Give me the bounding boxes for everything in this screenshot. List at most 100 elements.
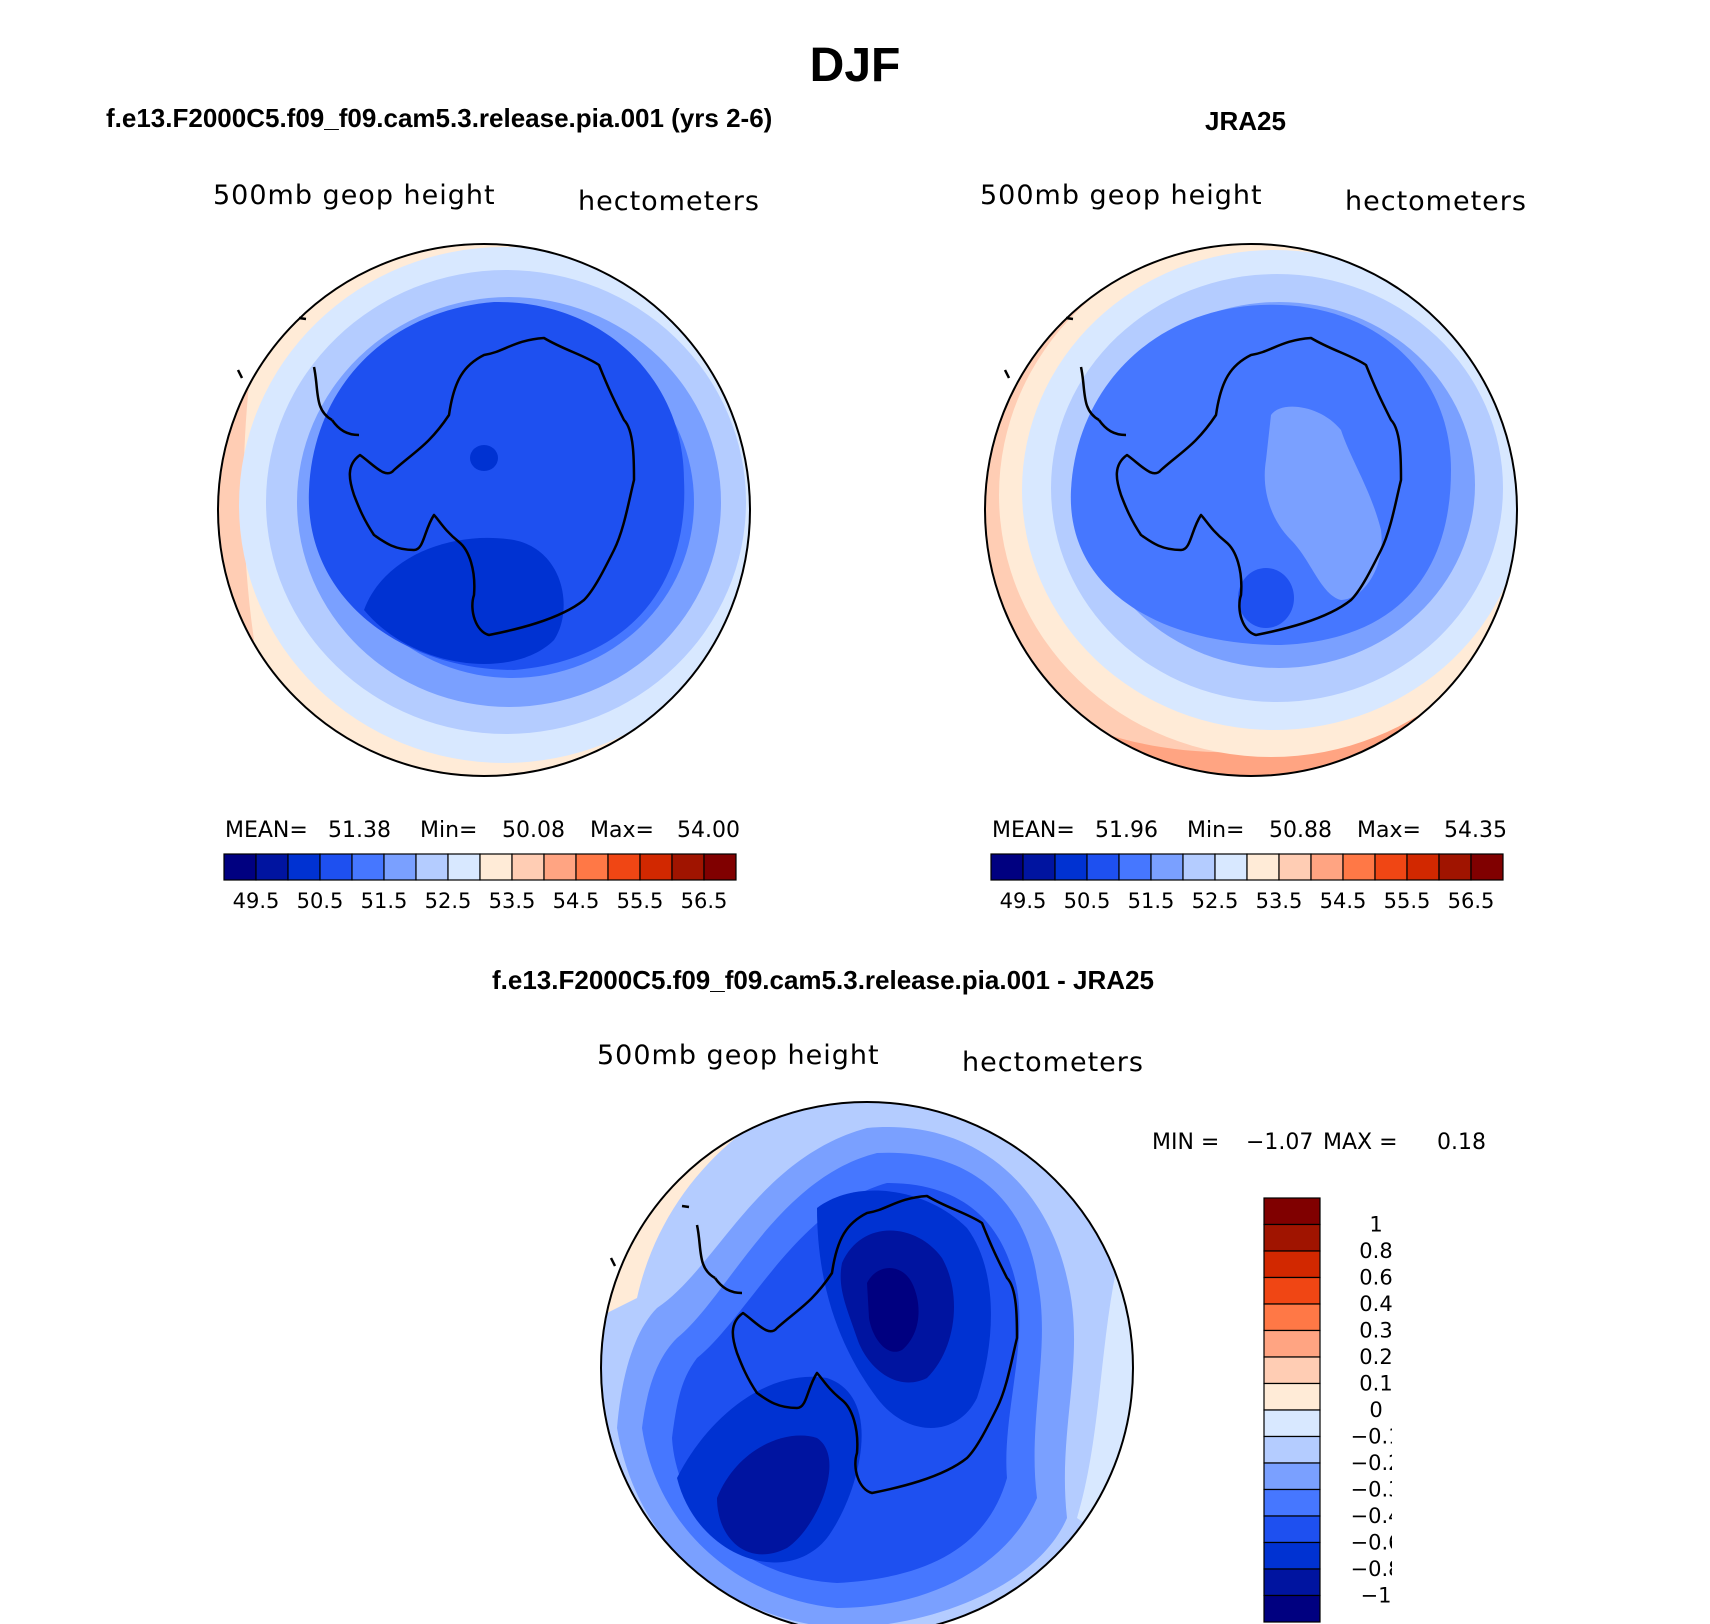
colorbar-swatch <box>1263 1515 1321 1544</box>
panel-obs-min-value: 50.88 <box>1269 818 1332 843</box>
colorbar-tick-label: 50.5 <box>297 889 344 913</box>
colorbar-swatch <box>1263 1276 1321 1305</box>
colorbar-tick-label: 55.5 <box>1384 889 1431 913</box>
colorbar-swatch <box>703 853 737 881</box>
colorbar-swatch <box>1470 853 1504 881</box>
colorbar-tick-label: 52.5 <box>425 889 472 913</box>
colorbar-swatch <box>1310 853 1344 881</box>
colorbar-tick-label: 54.5 <box>1320 889 1367 913</box>
colorbar-swatch <box>607 853 641 881</box>
colorbar-swatch <box>1150 853 1184 881</box>
colorbar-tick-label: 51.5 <box>361 889 408 913</box>
panel-diff-colorbar: 10.8 0.60.4 0.30.2 0.10 −0.1−0.2 −0.3−0.4 −0.6… <box>1263 1197 1393 1623</box>
colorbar-swatch <box>1438 853 1472 881</box>
colorbar-swatch <box>1374 853 1408 881</box>
colorbar-swatch <box>1263 1462 1321 1491</box>
colorbar-swatch <box>223 853 257 881</box>
colorbar-swatch <box>1182 853 1216 881</box>
colorbar-swatch <box>415 853 449 881</box>
panel-model-colorbar: 49.5 50.5 51.5 52.5 53.5 54.5 55.5 56.5 <box>223 853 737 913</box>
panel-obs-min-label: Min= <box>1187 818 1245 843</box>
colorbar-tick-label: 49.5 <box>233 889 280 913</box>
colorbar-swatch <box>479 853 513 881</box>
colorbar-swatch <box>351 853 385 881</box>
colorbar-swatch <box>1263 1541 1321 1570</box>
panel-model-max-label: Max= <box>590 818 654 843</box>
colorbar-tick-label: 0.3 <box>1359 1319 1392 1343</box>
colorbar-swatch <box>383 853 417 881</box>
panel-model-units-label: hectometers <box>578 186 760 217</box>
panel-model-variable-label: 500mb geop height <box>213 180 496 211</box>
colorbar-swatch <box>1022 853 1056 881</box>
colorbar-tick-label: −1 <box>1361 1584 1392 1608</box>
colorbar-swatch <box>1263 1594 1321 1623</box>
panel-obs-units-label: hectometers <box>1345 186 1527 217</box>
colorbar-tick-label: 0.6 <box>1359 1266 1392 1290</box>
panel-model-polar-map <box>217 243 751 777</box>
colorbar-tick-label: −0.4 <box>1351 1504 1393 1528</box>
colorbar-swatch <box>1054 853 1088 881</box>
panel-obs-mean-value: 51.96 <box>1095 818 1158 843</box>
colorbar-tick-label: 49.5 <box>1000 889 1047 913</box>
colorbar-swatch <box>1118 853 1152 881</box>
colorbar-swatch <box>447 853 481 881</box>
colorbar-swatch <box>1263 1488 1321 1517</box>
colorbar-swatch <box>1263 1223 1321 1252</box>
colorbar-swatch <box>575 853 609 881</box>
colorbar-tick-label: 0.2 <box>1359 1345 1392 1369</box>
panel-obs-variable-label: 500mb geop height <box>980 180 1263 211</box>
colorbar-swatch <box>319 853 353 881</box>
colorbar-swatch <box>1263 1329 1321 1358</box>
colorbar-swatch <box>1214 853 1248 881</box>
colorbar-swatch <box>639 853 673 881</box>
colorbar-tick-label: 52.5 <box>1192 889 1239 913</box>
panel-obs-title: JRA25 <box>1205 106 1286 136</box>
colorbar-tick-label: 0.8 <box>1359 1239 1392 1263</box>
panel-model-min-label: Min= <box>420 818 478 843</box>
colorbar-swatch <box>1263 1382 1321 1411</box>
panel-diff-min-value: −1.07 <box>1246 1130 1314 1155</box>
panel-diff-variable-label: 500mb geop height <box>597 1040 880 1071</box>
colorbar-tick-label: 50.5 <box>1064 889 1111 913</box>
panel-model-min-value: 50.08 <box>502 818 565 843</box>
panel-obs-max-label: Max= <box>1357 818 1421 843</box>
colorbar-swatch <box>1263 1356 1321 1385</box>
colorbar-tick-label: −0.8 <box>1351 1557 1393 1581</box>
colorbar-tick-label: 55.5 <box>617 889 664 913</box>
panel-diff-title: f.e13.F2000C5.f09_f09.cam5.3.release.pia… <box>492 965 1154 995</box>
panel-obs-colorbar: 49.5 50.5 51.5 52.5 53.5 54.5 55.5 56.5 <box>990 853 1504 913</box>
colorbar-swatch <box>1246 853 1280 881</box>
colorbar-tick-label: 56.5 <box>681 889 728 913</box>
panel-diff-polar-map <box>600 1101 1134 1624</box>
colorbar-tick-label: −0.2 <box>1351 1451 1393 1475</box>
colorbar-swatch <box>543 853 577 881</box>
colorbar-swatch <box>1263 1250 1321 1279</box>
colorbar-tick-label: −0.1 <box>1351 1425 1393 1449</box>
colorbar-tick-label: 51.5 <box>1128 889 1175 913</box>
colorbar-tick-label: 0.1 <box>1359 1372 1392 1396</box>
panel-model-mean-value: 51.38 <box>328 818 391 843</box>
colorbar-tick-label: 56.5 <box>1448 889 1495 913</box>
panel-obs-mean-label: MEAN= <box>992 818 1075 843</box>
colorbar-swatch <box>1263 1568 1321 1597</box>
colorbar-swatch <box>1263 1303 1321 1332</box>
colorbar-tick-label: 54.5 <box>553 889 600 913</box>
page-title: DJF <box>809 39 901 92</box>
colorbar-tick-label: 53.5 <box>1256 889 1303 913</box>
colorbar-tick-label: −0.6 <box>1351 1531 1393 1555</box>
colorbar-swatch <box>1263 1197 1321 1226</box>
panel-diff-max-value: 0.18 <box>1437 1130 1486 1155</box>
panel-obs-max-value: 54.35 <box>1444 818 1507 843</box>
colorbar-swatch <box>1278 853 1312 881</box>
panel-model-mean-label: MEAN= <box>225 818 308 843</box>
colorbar-swatch <box>255 853 289 881</box>
panel-model-title: f.e13.F2000C5.f09_f09.cam5.3.release.pia… <box>106 103 773 133</box>
colorbar-tick-label: 1 <box>1369 1213 1382 1237</box>
colorbar-tick-label: 53.5 <box>489 889 536 913</box>
colorbar-tick-label: 0 <box>1369 1398 1382 1422</box>
panel-diff-max-label: MAX = <box>1323 1130 1398 1155</box>
colorbar-swatch <box>1342 853 1376 881</box>
colorbar-swatch <box>511 853 545 881</box>
panel-diff-units-label: hectometers <box>962 1047 1144 1078</box>
colorbar-swatch <box>1263 1435 1321 1464</box>
